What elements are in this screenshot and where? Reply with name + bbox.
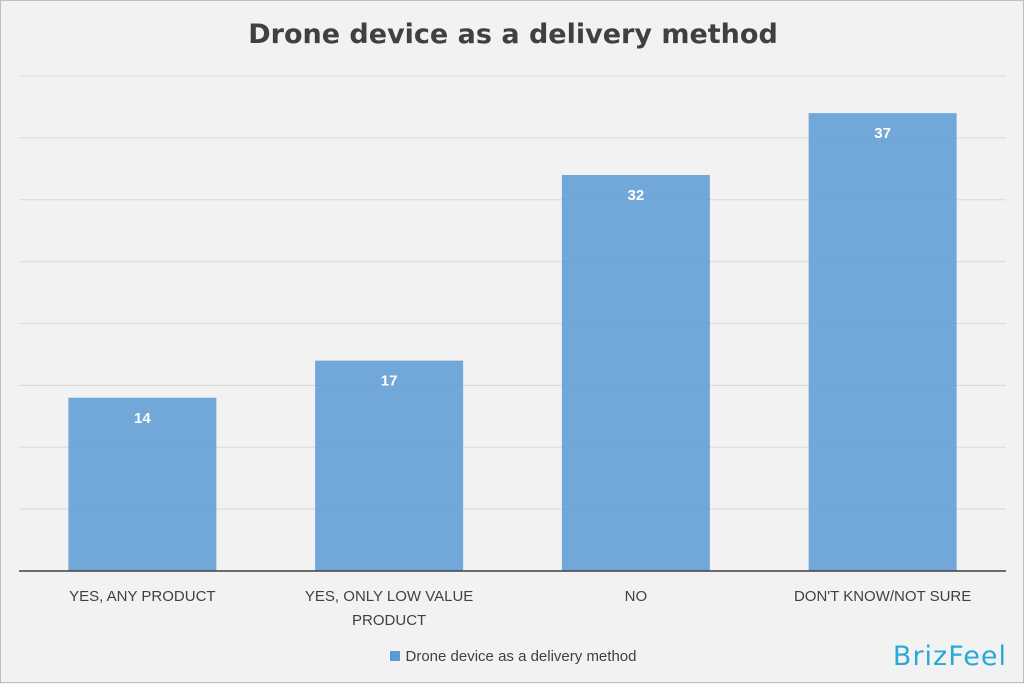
bar-data-label: 37 bbox=[874, 125, 891, 142]
bar-data-label: 17 bbox=[381, 373, 398, 390]
legend-swatch bbox=[389, 651, 400, 661]
bar-data-label: 32 bbox=[628, 187, 645, 204]
bar bbox=[315, 360, 464, 571]
x-tick-label: YES, ANY PRODUCT bbox=[69, 588, 215, 605]
brizfeel-logo: BrizFeel bbox=[892, 641, 1007, 672]
legend-label: Drone device as a delivery method bbox=[405, 648, 637, 665]
bar bbox=[808, 113, 957, 571]
bar-data-label: 14 bbox=[134, 410, 151, 427]
x-tick-label: NO bbox=[625, 588, 648, 605]
chart-title: Drone device as a delivery method bbox=[248, 19, 778, 50]
x-tick-label: YES, ONLY LOW VALUE PRODUCT bbox=[305, 588, 473, 629]
bar bbox=[68, 397, 217, 571]
bar bbox=[561, 175, 710, 571]
chart-legend: Drone device as a delivery method bbox=[1, 648, 1024, 665]
x-tick-label: DON'T KNOW/NOT SURE bbox=[794, 588, 971, 605]
